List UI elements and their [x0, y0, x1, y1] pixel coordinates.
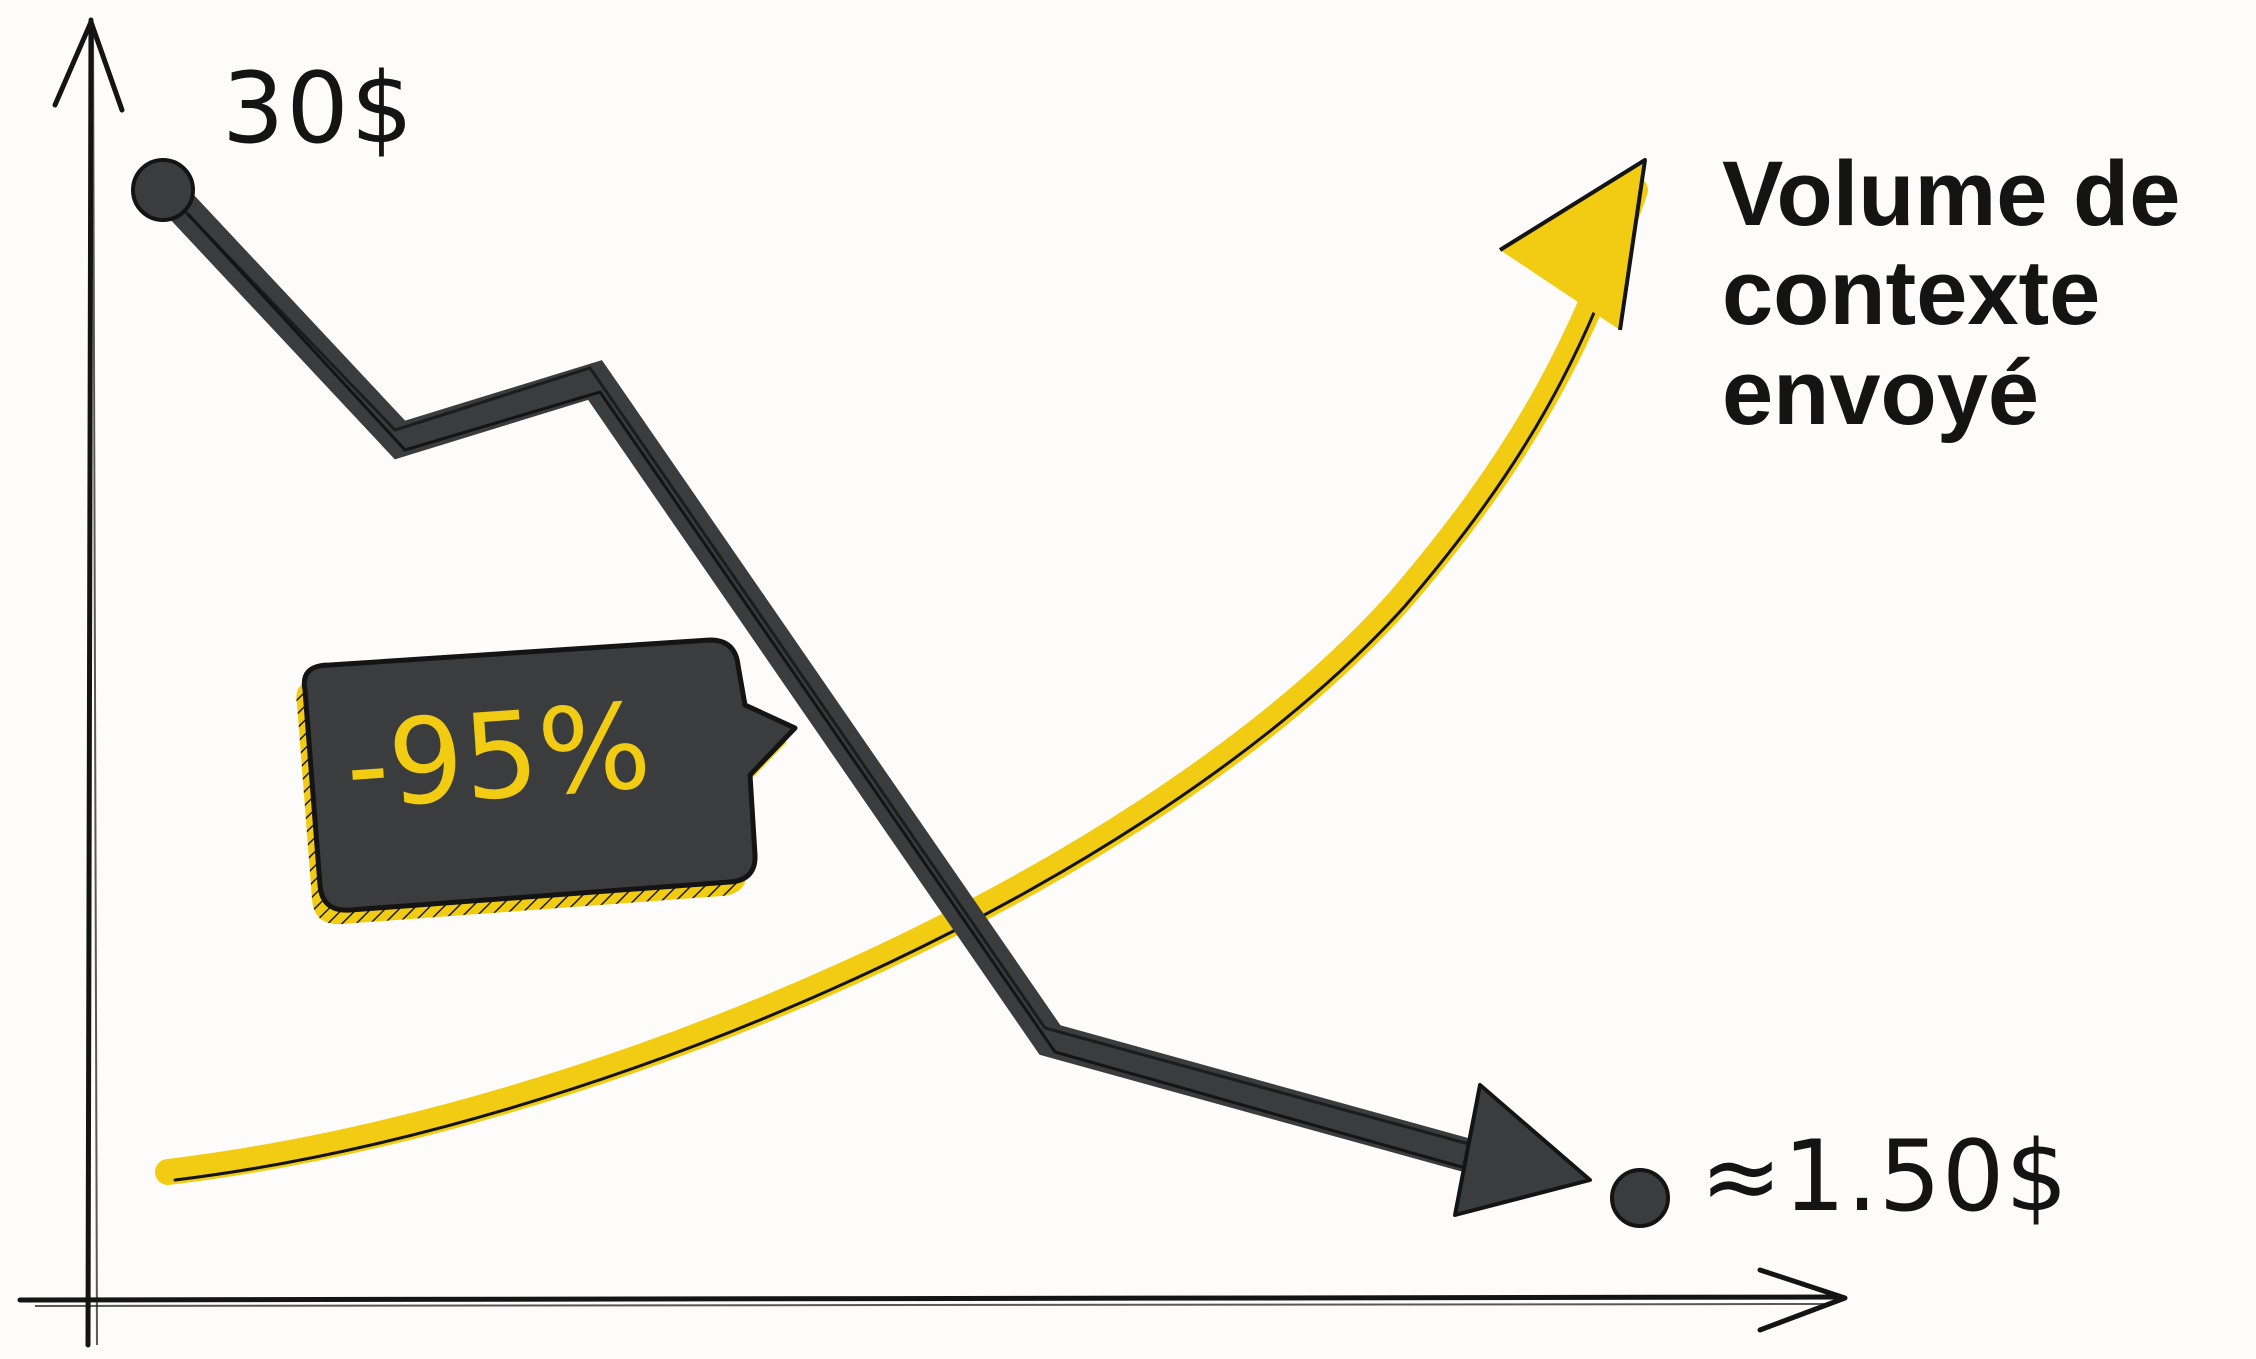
end-point	[1610, 1168, 1670, 1228]
start-value-label: 30$	[222, 52, 416, 166]
reduction-bubble	[296, 637, 798, 925]
start-point	[131, 158, 195, 222]
y-axis	[52, 17, 125, 1348]
volume-label: Volume de contexte envoyé	[1722, 143, 2181, 444]
volume-label-line-2: contexte	[1722, 242, 2101, 345]
volume-label-line-1: Volume de	[1722, 143, 2181, 245]
reduction-label: -95%	[341, 676, 656, 836]
volume-label-line-3: envoyé	[1722, 341, 2040, 444]
volume-trend-arrow	[155, 158, 1648, 1185]
x-axis	[17, 1267, 1848, 1333]
end-value-label: ≈1.50$	[1700, 1120, 2069, 1234]
cost-trend-line	[167, 193, 1592, 1217]
